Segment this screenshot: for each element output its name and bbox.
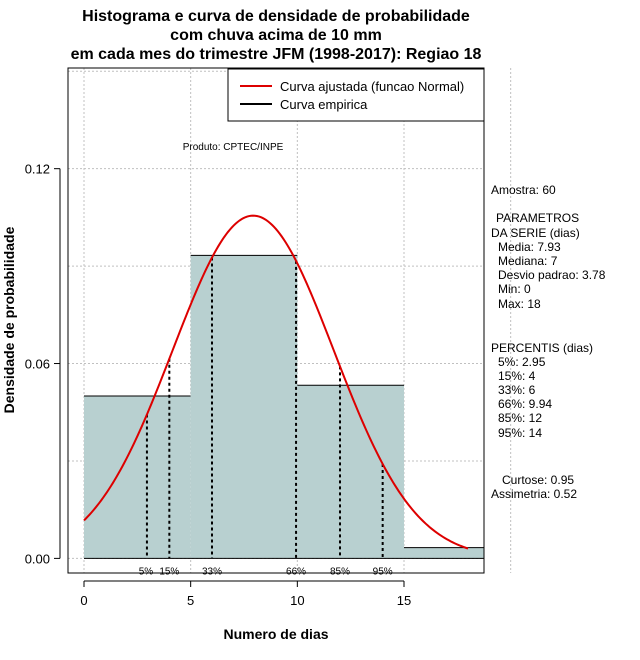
normal-curve-line (83, 214, 469, 550)
stat-desvio: Desvio padrao: 3.78 (498, 268, 606, 282)
y-axis-label: Densidade de probabilidade (1, 226, 17, 413)
legend-label-empirical: Curva empirica (280, 97, 368, 112)
histogram-bar (404, 547, 484, 559)
sample-size: Amostra: 60 (491, 183, 556, 197)
percentile-label: 95% (373, 566, 393, 577)
percentile-lines: 5% 15% 33% 66% 85% 95% (139, 257, 393, 577)
x-tick-label: 5 (187, 593, 194, 608)
chart-title-line-1: Histograma e curva de densidade de proba… (82, 8, 470, 25)
stat-p33: 33%: 6 (498, 383, 536, 397)
y-tick-label: 0.00 (25, 551, 50, 566)
stat-curtose: Curtose: 0.95 (502, 473, 574, 487)
stat-media: Media: 7.93 (498, 240, 561, 254)
stat-p15: 15%: 4 (498, 369, 536, 383)
stat-p5: 5%: 2.95 (498, 355, 546, 369)
y-tick-label: 0.12 (25, 162, 50, 177)
x-tick-label: 0 (80, 593, 87, 608)
x-axis-label: Numero de dias (223, 626, 328, 642)
stat-assimetria: Assimetria: 0.52 (491, 487, 577, 501)
percentile-label: 85% (330, 566, 350, 577)
legend: Curva ajustada (funcao Normal) Curva emp… (227, 68, 485, 122)
percentile-label: 15% (159, 566, 179, 577)
percentis-heading: PERCENTIS (dias) (491, 341, 593, 355)
stat-p66: 66%: 9.94 (498, 397, 552, 411)
percentile-label: 33% (202, 566, 222, 577)
side-stats-panel: Amostra: 60 PARAMETROS DA SERIE (dias) M… (491, 183, 606, 501)
y-axis: 0.00 0.06 0.12 (25, 162, 61, 566)
x-tick-label: 10 (290, 593, 304, 608)
x-axis: 0 5 10 15 (80, 580, 411, 608)
histogram-bar (190, 255, 298, 559)
legend-label-normal: Curva ajustada (funcao Normal) (280, 79, 464, 94)
stat-p85: 85%: 12 (498, 411, 542, 425)
product-annotation: Produto: CPTEC/INPE (183, 142, 284, 153)
params-heading-1: PARAMETROS (496, 211, 579, 225)
stat-max: Max: 18 (498, 297, 541, 311)
histogram-bar (84, 396, 191, 559)
chart-title-line-3: em cada mes do trimestre JFM (1998-2017)… (71, 46, 482, 63)
stat-p95: 95%: 14 (498, 426, 542, 440)
x-tick-label: 15 (397, 593, 411, 608)
percentile-label: 66% (286, 566, 306, 577)
legend-box (227, 68, 485, 122)
stat-min: Min: 0 (498, 282, 531, 296)
plot-frame (67, 67, 485, 574)
params-heading-2: DA SERIE (dias) (491, 226, 580, 240)
percentile-label: 5% (139, 566, 154, 577)
histogram-bars (84, 254, 484, 559)
chart-title-line-2: com chuva acima de 10 mm (170, 27, 382, 44)
stat-mediana: Mediana: 7 (498, 254, 558, 268)
y-tick-label: 0.06 (25, 357, 50, 372)
